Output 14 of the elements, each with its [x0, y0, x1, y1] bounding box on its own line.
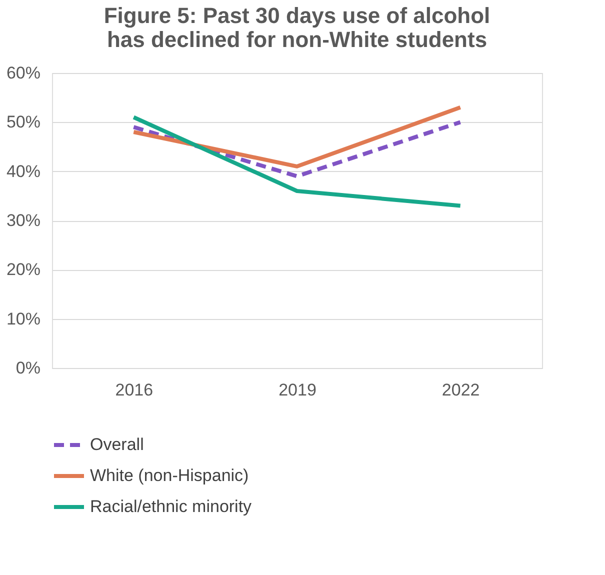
y-tick-label: 60% [6, 64, 40, 82]
legend-label: White (non-Hispanic) [90, 466, 249, 485]
x-tick-label: 2016 [115, 380, 154, 400]
y-tick-label: 0% [16, 358, 40, 378]
legend-label: Overall [90, 435, 144, 454]
x-tick-label: 2022 [442, 380, 480, 400]
y-tick-label: 10% [6, 309, 40, 328]
x-tick-label: 2019 [278, 380, 316, 400]
y-tick-label: 30% [6, 211, 40, 230]
y-tick-label: 40% [6, 162, 40, 181]
legend-label: Racial/ethnic minority [90, 497, 252, 516]
y-tick-label: 20% [6, 260, 40, 280]
y-tick-label: 50% [6, 112, 40, 132]
chart-title: Figure 5: Past 30 days use of alcohol has declined for non-White students [104, 3, 490, 52]
